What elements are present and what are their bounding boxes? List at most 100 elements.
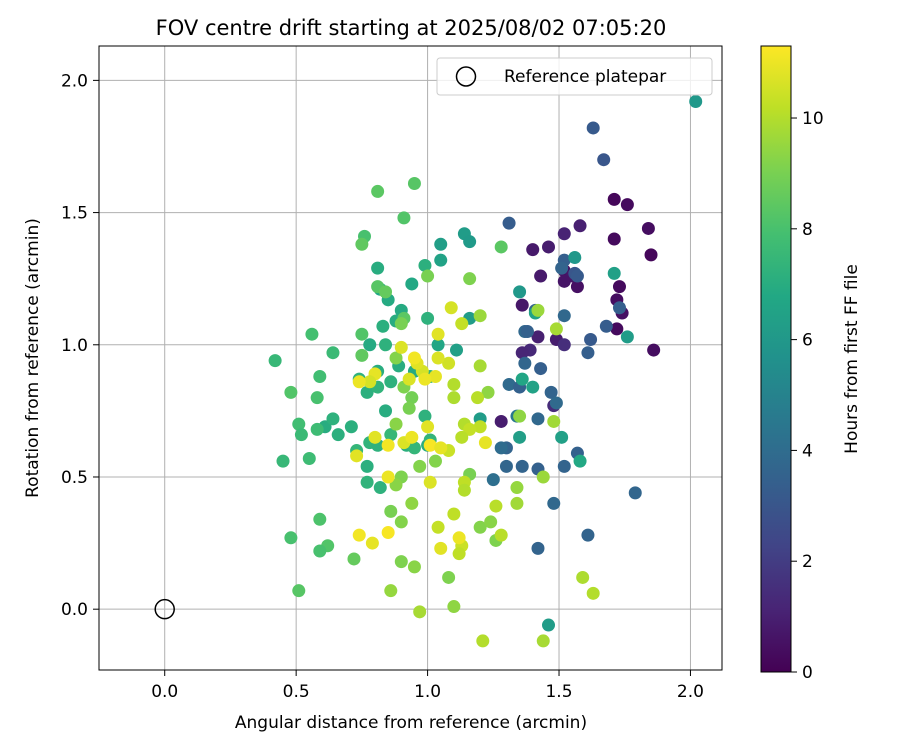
data-point (584, 332, 598, 346)
data-point (407, 441, 421, 455)
data-point (515, 372, 529, 386)
data-point (407, 176, 421, 190)
data-point (418, 372, 432, 386)
data-point (284, 531, 298, 545)
data-point (581, 528, 595, 542)
data-point (494, 240, 508, 254)
data-point (612, 280, 626, 294)
data-point (379, 285, 393, 299)
data-point (381, 438, 395, 452)
data-point (389, 417, 403, 431)
data-point (292, 417, 306, 431)
data-point (607, 232, 621, 246)
data-point (557, 459, 571, 473)
data-point (531, 541, 545, 555)
data-point (431, 338, 445, 352)
data-point (547, 414, 561, 428)
data-point (294, 428, 308, 442)
data-point (365, 536, 379, 550)
data-point (576, 570, 590, 584)
y-axis-label: Rotation from reference (arcmin) (23, 218, 43, 498)
data-point (573, 454, 587, 468)
data-point (452, 531, 466, 545)
data-point (379, 404, 393, 418)
data-point (407, 351, 421, 365)
colorbar-label: Hours from first FF file (842, 264, 862, 454)
data-point (423, 438, 437, 452)
data-point (394, 340, 408, 354)
data-point (394, 555, 408, 569)
data-point (447, 507, 461, 521)
data-point (292, 584, 306, 598)
data-point (455, 317, 469, 331)
data-point (360, 475, 374, 489)
data-point (647, 343, 661, 357)
data-point (428, 370, 442, 384)
x-axis-ticks: 0.0 0.5 1.0 1.5 2.0 (151, 670, 704, 702)
colorbar: 0 2 4 6 8 10 Hours from first FF file (760, 45, 862, 683)
data-point (373, 481, 387, 495)
data-point (355, 237, 369, 251)
data-point (520, 325, 534, 339)
data-point (620, 198, 634, 212)
data-point (413, 459, 427, 473)
colorbar-tick-label: 0 (802, 663, 813, 683)
x-tick-label: 0.0 (151, 682, 178, 702)
data-point (360, 459, 374, 473)
data-point (502, 216, 516, 230)
y-tick-label: 0.5 (61, 468, 88, 488)
data-point (302, 451, 316, 465)
data-point (447, 391, 461, 405)
data-point (394, 515, 408, 529)
data-point (355, 348, 369, 362)
data-point (347, 552, 361, 566)
data-point (384, 428, 398, 442)
data-point (463, 235, 477, 249)
data-point (423, 475, 437, 489)
data-point (363, 375, 377, 389)
data-point (542, 618, 556, 632)
plot-frame (98, 45, 723, 671)
legend-box (436, 57, 713, 96)
data-point (612, 301, 626, 315)
data-point (641, 221, 655, 235)
x-tick-label: 2.0 (677, 682, 704, 702)
data-point (531, 412, 545, 426)
data-point (434, 237, 448, 251)
data-point (407, 560, 421, 574)
data-point (531, 303, 545, 317)
data-point (434, 541, 448, 555)
x-axis-label: Angular distance from reference (arcmin) (235, 713, 587, 733)
data-point (355, 327, 369, 341)
data-point (384, 584, 398, 598)
data-point (502, 377, 516, 391)
data-point (499, 459, 513, 473)
data-point (557, 274, 571, 288)
legend: Reference platepar (436, 57, 713, 96)
data-point (628, 486, 642, 500)
data-point (397, 211, 411, 225)
data-point (484, 515, 498, 529)
data-point (326, 412, 340, 426)
data-point (549, 396, 563, 410)
y-axis-ticks: 0.0 0.5 1.0 1.5 2.0 (61, 71, 99, 620)
y-tick-label: 1.5 (61, 204, 88, 224)
data-point (534, 362, 548, 376)
data-point (442, 356, 456, 370)
data-point (586, 586, 600, 600)
data-point (494, 441, 508, 455)
data-point (526, 380, 540, 394)
data-point (360, 385, 374, 399)
data-point (368, 430, 382, 444)
data-point (268, 354, 282, 368)
data-point (394, 317, 408, 331)
data-point (363, 338, 377, 352)
data-point (421, 269, 435, 283)
data-point (473, 359, 487, 373)
colorbar-gradient (760, 45, 792, 673)
data-point (476, 634, 490, 648)
data-point (326, 346, 340, 360)
data-point (418, 258, 432, 272)
data-point (405, 496, 419, 510)
